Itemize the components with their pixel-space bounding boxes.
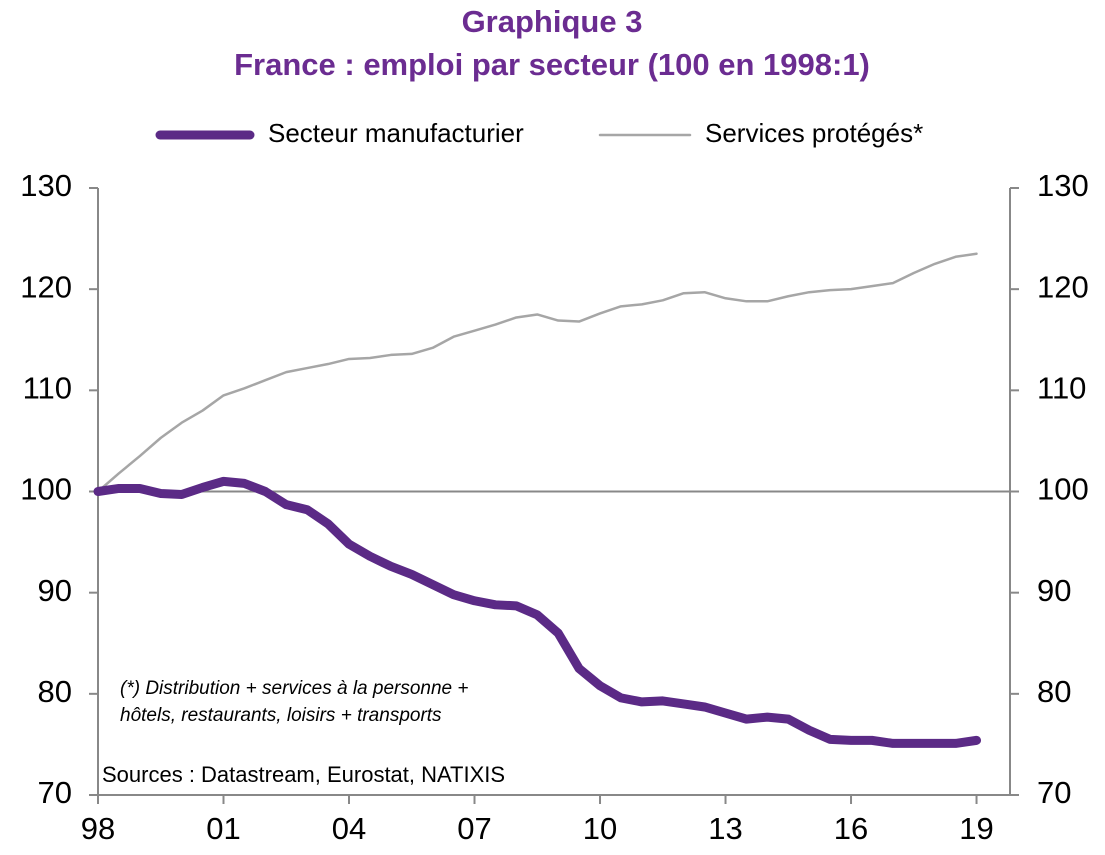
y2-tick-label: 80 <box>1037 674 1071 709</box>
legend-label: Services protégés* <box>705 118 923 148</box>
x-tick-label: 16 <box>834 811 868 846</box>
y2-tick-label: 70 <box>1037 775 1071 810</box>
y2-tick-label: 110 <box>1037 371 1086 406</box>
x-tick-label: 04 <box>332 811 366 846</box>
y2-tick-label: 130 <box>1037 168 1089 203</box>
x-tick-label: 07 <box>457 811 491 846</box>
y2-tick-label: 100 <box>1037 472 1089 507</box>
y-tick-label: 70 <box>38 775 72 810</box>
x-tick-label: 01 <box>206 811 240 846</box>
y-tick-label: 90 <box>38 573 72 608</box>
y-tick-label: 110 <box>23 371 72 406</box>
y-tick-label: 80 <box>38 674 72 709</box>
x-tick-label: 10 <box>583 811 617 846</box>
y-tick-label: 100 <box>20 472 72 507</box>
x-tick-label: 98 <box>81 811 115 846</box>
annotation: hôtels, restaurants, loisirs + transport… <box>120 705 442 726</box>
y-tick-label: 130 <box>20 168 72 203</box>
x-tick-label: 13 <box>708 811 742 846</box>
source-note: Sources : Datastream, Eurostat, NATIXIS <box>102 762 505 787</box>
annotation: (*) Distribution + services à la personn… <box>120 678 469 699</box>
series-line <box>93 476 982 748</box>
series-line <box>96 252 978 493</box>
legend-label: Secteur manufacturier <box>268 118 524 148</box>
y2-tick-label: 120 <box>1037 269 1089 304</box>
chart-subtitle: France : emploi par secteur (100 en 1998… <box>234 47 870 82</box>
y-tick-label: 120 <box>20 269 72 304</box>
chart-title: Graphique 3 <box>462 4 643 39</box>
x-tick-label: 19 <box>959 811 993 846</box>
y2-tick-label: 90 <box>1037 573 1071 608</box>
